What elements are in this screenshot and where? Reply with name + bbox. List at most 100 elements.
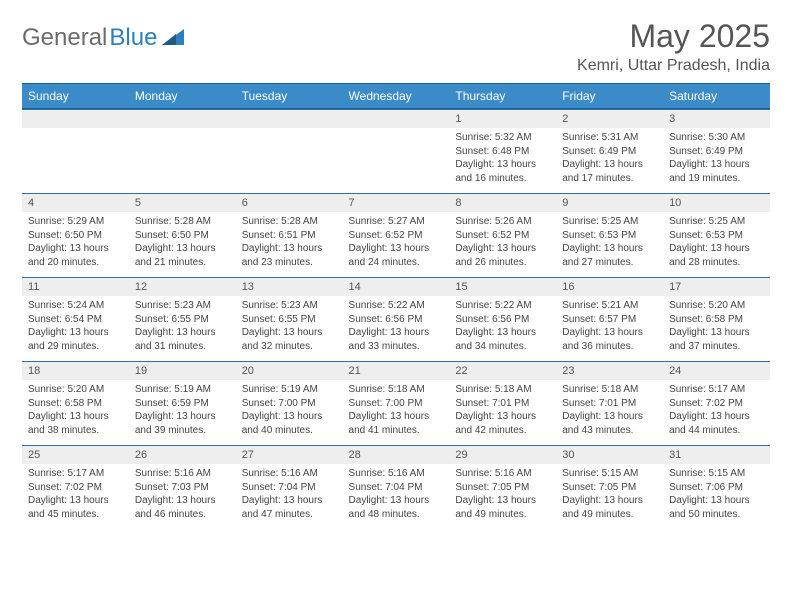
day-number: 30 bbox=[556, 445, 663, 464]
day-info: Sunrise: 5:32 AMSunset: 6:48 PMDaylight:… bbox=[449, 128, 556, 193]
day-number: 17 bbox=[663, 277, 770, 296]
logo-text-gray: General bbox=[22, 24, 107, 52]
day-info: Sunrise: 5:20 AMSunset: 6:58 PMDaylight:… bbox=[663, 296, 770, 361]
day-number: 21 bbox=[343, 361, 450, 380]
day-number: 1 bbox=[449, 109, 556, 128]
day-info: Sunrise: 5:19 AMSunset: 6:59 PMDaylight:… bbox=[129, 380, 236, 445]
day-number: 19 bbox=[129, 361, 236, 380]
day-cell: 13Sunrise: 5:23 AMSunset: 6:55 PMDayligh… bbox=[236, 277, 343, 361]
day-info: Sunrise: 5:20 AMSunset: 6:58 PMDaylight:… bbox=[22, 380, 129, 445]
day-header-row: Sunday Monday Tuesday Wednesday Thursday… bbox=[22, 84, 770, 109]
day-number: 28 bbox=[343, 445, 450, 464]
day-cell bbox=[236, 109, 343, 194]
day-number: 27 bbox=[236, 445, 343, 464]
day-info: Sunrise: 5:28 AMSunset: 6:50 PMDaylight:… bbox=[129, 212, 236, 277]
calendar-row: 11Sunrise: 5:24 AMSunset: 6:54 PMDayligh… bbox=[22, 277, 770, 361]
day-number: 29 bbox=[449, 445, 556, 464]
day-info: Sunrise: 5:22 AMSunset: 6:56 PMDaylight:… bbox=[449, 296, 556, 361]
day-cell: 10Sunrise: 5:25 AMSunset: 6:53 PMDayligh… bbox=[663, 193, 770, 277]
dow-thursday: Thursday bbox=[449, 84, 556, 109]
day-number: 11 bbox=[22, 277, 129, 296]
day-info: Sunrise: 5:16 AMSunset: 7:04 PMDaylight:… bbox=[236, 464, 343, 529]
day-info: Sunrise: 5:24 AMSunset: 6:54 PMDaylight:… bbox=[22, 296, 129, 361]
day-cell: 15Sunrise: 5:22 AMSunset: 6:56 PMDayligh… bbox=[449, 277, 556, 361]
dow-tuesday: Tuesday bbox=[236, 84, 343, 109]
logo: GeneralBlue bbox=[22, 18, 184, 52]
day-cell: 19Sunrise: 5:19 AMSunset: 6:59 PMDayligh… bbox=[129, 361, 236, 445]
day-number: 8 bbox=[449, 193, 556, 212]
day-cell: 12Sunrise: 5:23 AMSunset: 6:55 PMDayligh… bbox=[129, 277, 236, 361]
day-cell: 28Sunrise: 5:16 AMSunset: 7:04 PMDayligh… bbox=[343, 445, 450, 529]
month-title: May 2025 bbox=[577, 18, 770, 55]
day-cell: 8Sunrise: 5:26 AMSunset: 6:52 PMDaylight… bbox=[449, 193, 556, 277]
day-info: Sunrise: 5:23 AMSunset: 6:55 PMDaylight:… bbox=[129, 296, 236, 361]
day-number: 18 bbox=[22, 361, 129, 380]
day-cell: 24Sunrise: 5:17 AMSunset: 7:02 PMDayligh… bbox=[663, 361, 770, 445]
day-info: Sunrise: 5:22 AMSunset: 6:56 PMDaylight:… bbox=[343, 296, 450, 361]
day-cell: 7Sunrise: 5:27 AMSunset: 6:52 PMDaylight… bbox=[343, 193, 450, 277]
day-number: 4 bbox=[22, 193, 129, 212]
day-number: 3 bbox=[663, 109, 770, 128]
day-info: Sunrise: 5:16 AMSunset: 7:04 PMDaylight:… bbox=[343, 464, 450, 529]
day-cell: 18Sunrise: 5:20 AMSunset: 6:58 PMDayligh… bbox=[22, 361, 129, 445]
day-info: Sunrise: 5:23 AMSunset: 6:55 PMDaylight:… bbox=[236, 296, 343, 361]
day-cell: 2Sunrise: 5:31 AMSunset: 6:49 PMDaylight… bbox=[556, 109, 663, 194]
day-info-empty bbox=[236, 128, 343, 178]
logo-text-blue: Blue bbox=[109, 24, 157, 52]
day-cell: 3Sunrise: 5:30 AMSunset: 6:49 PMDaylight… bbox=[663, 109, 770, 194]
day-number: 2 bbox=[556, 109, 663, 128]
day-cell: 14Sunrise: 5:22 AMSunset: 6:56 PMDayligh… bbox=[343, 277, 450, 361]
day-number-empty bbox=[22, 109, 129, 128]
day-cell: 25Sunrise: 5:17 AMSunset: 7:02 PMDayligh… bbox=[22, 445, 129, 529]
day-info-empty bbox=[22, 128, 129, 178]
day-info: Sunrise: 5:25 AMSunset: 6:53 PMDaylight:… bbox=[663, 212, 770, 277]
day-cell: 20Sunrise: 5:19 AMSunset: 7:00 PMDayligh… bbox=[236, 361, 343, 445]
day-info: Sunrise: 5:15 AMSunset: 7:06 PMDaylight:… bbox=[663, 464, 770, 529]
day-info: Sunrise: 5:18 AMSunset: 7:01 PMDaylight:… bbox=[449, 380, 556, 445]
calendar-row: 18Sunrise: 5:20 AMSunset: 6:58 PMDayligh… bbox=[22, 361, 770, 445]
day-number: 13 bbox=[236, 277, 343, 296]
day-cell: 6Sunrise: 5:28 AMSunset: 6:51 PMDaylight… bbox=[236, 193, 343, 277]
day-number: 20 bbox=[236, 361, 343, 380]
day-info: Sunrise: 5:25 AMSunset: 6:53 PMDaylight:… bbox=[556, 212, 663, 277]
day-info: Sunrise: 5:16 AMSunset: 7:03 PMDaylight:… bbox=[129, 464, 236, 529]
day-number: 5 bbox=[129, 193, 236, 212]
day-cell: 4Sunrise: 5:29 AMSunset: 6:50 PMDaylight… bbox=[22, 193, 129, 277]
day-number: 31 bbox=[663, 445, 770, 464]
title-block: May 2025 Kemri, Uttar Pradesh, India bbox=[577, 18, 770, 75]
day-number: 25 bbox=[22, 445, 129, 464]
day-cell bbox=[343, 109, 450, 194]
dow-saturday: Saturday bbox=[663, 84, 770, 109]
logo-triangle-icon bbox=[162, 27, 184, 50]
day-number: 9 bbox=[556, 193, 663, 212]
dow-monday: Monday bbox=[129, 84, 236, 109]
day-info: Sunrise: 5:18 AMSunset: 7:00 PMDaylight:… bbox=[343, 380, 450, 445]
day-cell: 5Sunrise: 5:28 AMSunset: 6:50 PMDaylight… bbox=[129, 193, 236, 277]
day-info: Sunrise: 5:15 AMSunset: 7:05 PMDaylight:… bbox=[556, 464, 663, 529]
day-cell: 26Sunrise: 5:16 AMSunset: 7:03 PMDayligh… bbox=[129, 445, 236, 529]
day-info: Sunrise: 5:31 AMSunset: 6:49 PMDaylight:… bbox=[556, 128, 663, 193]
dow-wednesday: Wednesday bbox=[343, 84, 450, 109]
day-cell bbox=[22, 109, 129, 194]
day-number: 15 bbox=[449, 277, 556, 296]
day-info: Sunrise: 5:27 AMSunset: 6:52 PMDaylight:… bbox=[343, 212, 450, 277]
day-cell: 30Sunrise: 5:15 AMSunset: 7:05 PMDayligh… bbox=[556, 445, 663, 529]
day-number: 23 bbox=[556, 361, 663, 380]
header: GeneralBlue May 2025 Kemri, Uttar Prades… bbox=[22, 18, 770, 75]
day-cell: 27Sunrise: 5:16 AMSunset: 7:04 PMDayligh… bbox=[236, 445, 343, 529]
day-cell: 31Sunrise: 5:15 AMSunset: 7:06 PMDayligh… bbox=[663, 445, 770, 529]
day-cell bbox=[129, 109, 236, 194]
day-info: Sunrise: 5:26 AMSunset: 6:52 PMDaylight:… bbox=[449, 212, 556, 277]
day-number: 24 bbox=[663, 361, 770, 380]
calendar: Sunday Monday Tuesday Wednesday Thursday… bbox=[22, 83, 770, 529]
day-cell: 29Sunrise: 5:16 AMSunset: 7:05 PMDayligh… bbox=[449, 445, 556, 529]
day-cell: 21Sunrise: 5:18 AMSunset: 7:00 PMDayligh… bbox=[343, 361, 450, 445]
day-number-empty bbox=[129, 109, 236, 128]
day-info: Sunrise: 5:21 AMSunset: 6:57 PMDaylight:… bbox=[556, 296, 663, 361]
location: Kemri, Uttar Pradesh, India bbox=[577, 57, 770, 75]
day-info: Sunrise: 5:19 AMSunset: 7:00 PMDaylight:… bbox=[236, 380, 343, 445]
day-cell: 17Sunrise: 5:20 AMSunset: 6:58 PMDayligh… bbox=[663, 277, 770, 361]
day-cell: 22Sunrise: 5:18 AMSunset: 7:01 PMDayligh… bbox=[449, 361, 556, 445]
calendar-row: 1Sunrise: 5:32 AMSunset: 6:48 PMDaylight… bbox=[22, 109, 770, 194]
day-number: 12 bbox=[129, 277, 236, 296]
